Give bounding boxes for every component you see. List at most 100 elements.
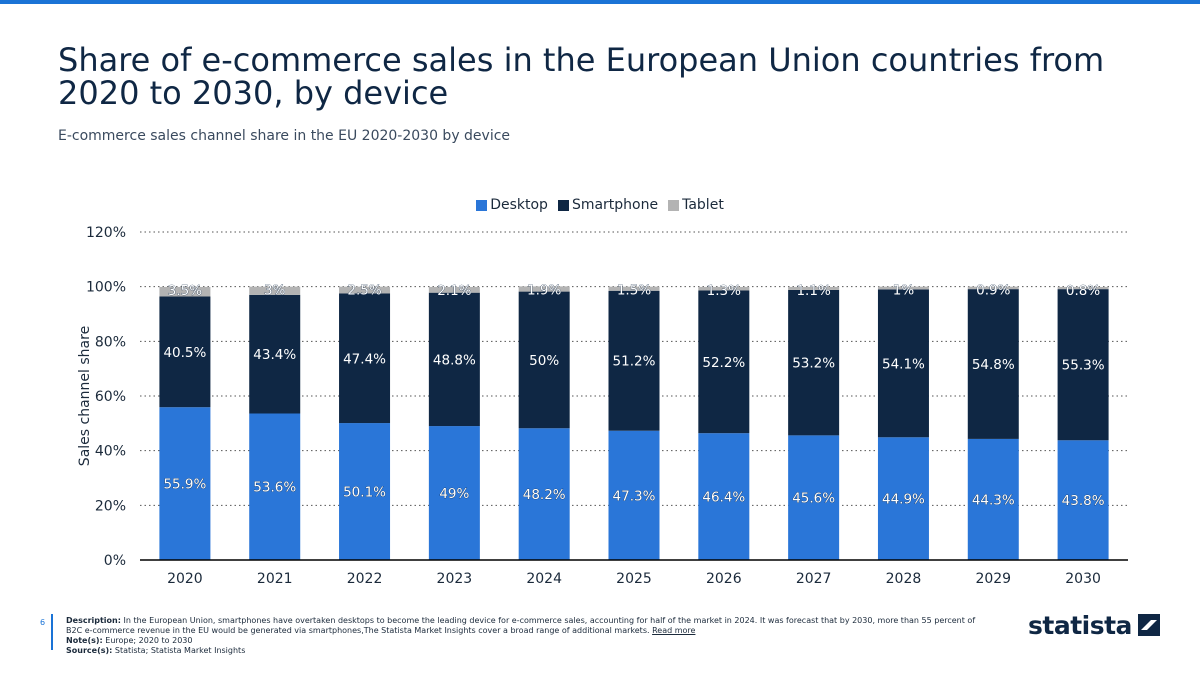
y-tick-label: 120% (86, 225, 126, 241)
data-label-smartphone: 40.5% (163, 345, 206, 361)
data-label-desktop: 49% (439, 486, 469, 502)
data-label-desktop: 45.6% (792, 491, 835, 507)
bar-smartphone (608, 290, 660, 431)
bar-smartphone (428, 292, 480, 427)
data-label-desktop: 50.1% (343, 485, 386, 501)
y-tick-label: 20% (95, 498, 126, 514)
bar-desktop (249, 413, 301, 560)
legend-item-desktop[interactable]: Desktop (476, 197, 548, 213)
data-label-smartphone: 43.4% (253, 347, 296, 363)
bar-desktop (1057, 440, 1109, 560)
bar-desktop (518, 428, 570, 560)
x-tick-label: 2029 (975, 571, 1011, 587)
data-label-smartphone: 50% (529, 353, 559, 369)
bar-desktop (967, 438, 1019, 560)
bar-desktop (428, 426, 480, 560)
data-label-smartphone: 47.4% (343, 351, 386, 367)
legend-item-smartphone[interactable]: Smartphone (557, 197, 659, 213)
top-accent-bar (0, 0, 1200, 4)
logo-text: statista (1028, 610, 1132, 640)
data-label-desktop: 44.9% (882, 492, 925, 508)
bar-tablet (877, 286, 929, 290)
data-label-tablet: 1.9% (527, 282, 561, 298)
bar-smartphone (159, 296, 211, 408)
bar-tablet (518, 286, 570, 292)
y-tick-label: 80% (95, 334, 126, 350)
legend-swatch-tablet (668, 199, 680, 211)
bar-smartphone (518, 291, 570, 429)
legend-swatch-desktop (476, 199, 488, 211)
bar-smartphone (249, 294, 301, 414)
description-label: Description: (66, 616, 121, 625)
x-tick-label: 2021 (257, 571, 293, 587)
sources-text: Statista; Statista Market Insights (114, 646, 246, 655)
data-label-smartphone: 53.2% (792, 356, 835, 372)
data-label-tablet: 3.5% (168, 283, 202, 299)
bar-tablet (249, 286, 301, 295)
bar-smartphone (877, 289, 929, 438)
data-label-tablet: 1.1% (796, 283, 830, 299)
bar-smartphone (967, 289, 1019, 439)
bar-desktop (877, 437, 929, 560)
y-tick-label: 100% (86, 280, 126, 296)
data-label-smartphone: 54.8% (972, 357, 1015, 373)
bar-desktop (339, 423, 391, 560)
bar-smartphone (788, 289, 840, 436)
x-tick-label: 2030 (1065, 571, 1101, 587)
data-label-tablet: 1.3% (707, 283, 741, 299)
data-label-desktop: 46.4% (702, 490, 745, 506)
bar-tablet (608, 286, 660, 291)
x-tick-label: 2025 (616, 571, 652, 587)
data-label-smartphone: 52.2% (702, 355, 745, 371)
notes-text: Europe; 2020 to 2030 (105, 636, 193, 645)
x-tick-label: 2024 (526, 571, 562, 587)
data-label-desktop: 44.3% (972, 492, 1015, 508)
bar-desktop (159, 407, 211, 560)
y-axis-title: Sales channel share (77, 326, 93, 466)
bar-tablet (159, 286, 211, 297)
chart-legend: Desktop Smartphone Tablet (0, 196, 1200, 214)
bar-desktop (608, 430, 660, 560)
notes-label: Note(s): (66, 636, 103, 645)
legend-label-desktop: Desktop (490, 197, 548, 213)
bar-smartphone (339, 293, 391, 424)
data-label-desktop: 47.3% (613, 488, 656, 504)
footer-notes-line: Note(s): Europe; 2020 to 2030 (66, 636, 986, 646)
x-tick-label: 2026 (706, 571, 742, 587)
y-tick-label: 40% (95, 444, 126, 460)
bar-desktop (698, 433, 750, 560)
data-label-smartphone: 54.1% (882, 356, 925, 372)
data-label-tablet: 2.1% (437, 283, 471, 299)
legend-label-smartphone: Smartphone (571, 197, 659, 213)
page-title: Share of e-commerce sales in the Europea… (58, 41, 1105, 112)
data-label-smartphone: 48.8% (433, 352, 476, 368)
bar-tablet (339, 286, 391, 294)
bar-tablet (1057, 286, 1109, 290)
x-tick-label: 2022 (347, 571, 383, 587)
statista-logo[interactable]: statista (1028, 610, 1160, 640)
bar-smartphone (698, 290, 750, 434)
page-subtitle: E-commerce sales channel share in the EU… (58, 128, 511, 144)
bar-tablet (698, 286, 750, 291)
legend-label-tablet: Tablet (682, 197, 724, 213)
footer-notes: Description: In the European Union, smar… (66, 616, 986, 656)
legend-item-tablet[interactable]: Tablet (668, 197, 724, 213)
y-tick-label: 60% (95, 389, 126, 405)
bar-tablet (967, 286, 1019, 290)
bar-tablet (788, 286, 840, 290)
x-tick-label: 2027 (796, 571, 832, 587)
footer-divider (51, 614, 53, 650)
data-label-tablet: 1.5% (617, 283, 651, 299)
x-tick-label: 2028 (886, 571, 922, 587)
x-tick-label: 2020 (167, 571, 203, 587)
data-label-tablet: 1% (893, 283, 915, 299)
data-label-tablet: 0.8% (1066, 283, 1100, 299)
sources-label: Source(s): (66, 646, 113, 655)
statista-logo-icon (1137, 614, 1160, 636)
data-label-desktop: 55.9% (163, 477, 206, 493)
legend-swatch-smartphone (557, 199, 569, 211)
read-more-link[interactable]: Read more (652, 626, 696, 635)
footer-description: Description: In the European Union, smar… (66, 616, 986, 636)
x-tick-label: 2023 (437, 571, 473, 587)
